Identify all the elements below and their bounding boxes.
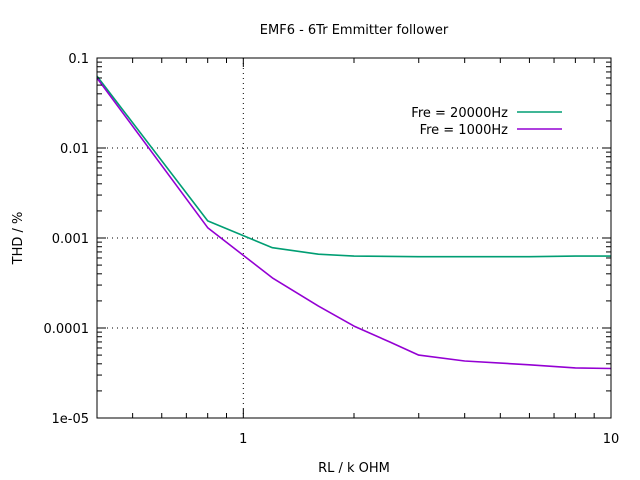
x-tick-label: 10 — [603, 432, 620, 447]
y-tick-label: 0.01 — [60, 142, 89, 157]
x-axis-label: RL / k OHM — [318, 461, 390, 476]
grid — [97, 58, 611, 418]
y-tick-label: 1e-05 — [51, 412, 89, 427]
legend: Fre = 20000Hz Fre = 1000Hz — [411, 106, 562, 138]
legend-label-0: Fre = 20000Hz — [411, 106, 508, 121]
y-tick-label: 0.001 — [52, 232, 89, 247]
series-line-1 — [96, 77, 612, 370]
series-line-0 — [96, 75, 611, 258]
axis-ticks: 0.1 0.01 0.001 0.0001 1e-05 1 10 — [44, 52, 620, 447]
y-axis-label: THD / % — [11, 212, 26, 266]
series-lines — [96, 75, 612, 370]
legend-label-1: Fre = 1000Hz — [420, 123, 509, 138]
x-tick-label: 1 — [239, 432, 247, 447]
y-tick-label: 0.0001 — [44, 322, 90, 337]
chart-title: EMF6 - 6Tr Emmitter follower — [260, 23, 449, 38]
y-tick-label: 0.1 — [68, 52, 89, 67]
